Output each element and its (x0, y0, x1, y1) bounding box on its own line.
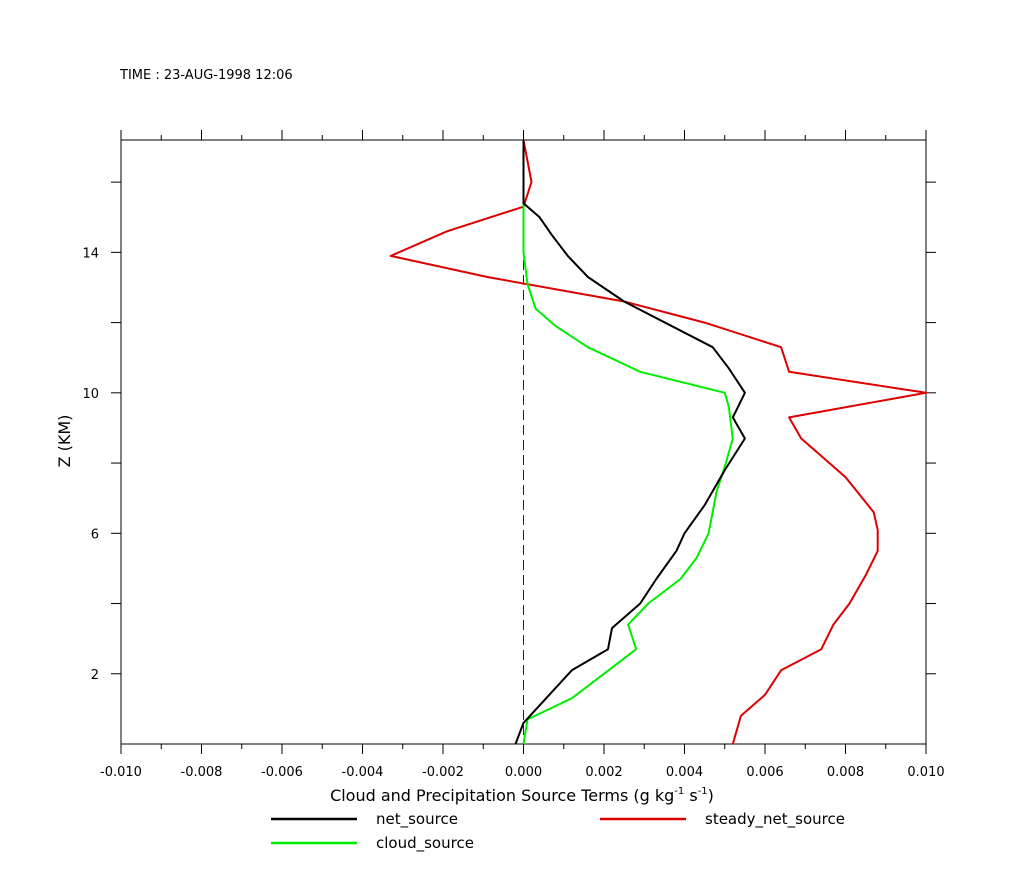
x-axis-ticks: -0.010 -0.008 -0.006 -0.004 -0.002 0.000 0.002… (100, 130, 945, 780)
legend-label-steady-net-source: steady_net_source (705, 810, 845, 829)
legend-label-net-source: net_source (376, 810, 458, 829)
x-tick-label: 0.008 (827, 765, 864, 780)
x-axis-title-main: Cloud and Precipitation Source Terms (g … (330, 786, 674, 805)
y-tick-label: 6 (91, 527, 99, 542)
x-tick-label: 0.004 (666, 765, 703, 780)
series-line-steady-net-source (389, 139, 927, 745)
x-axis-title: Cloud and Precipitation Source Terms (g … (330, 786, 714, 805)
y-tick-label: 2 (91, 668, 99, 683)
series-lines (389, 139, 927, 745)
x-tick-label: -0.002 (422, 765, 464, 780)
x-tick-label: 0.006 (746, 765, 783, 780)
x-axis-title-sup1: -1 (674, 786, 684, 797)
series-line-net-source (514, 140, 746, 745)
x-tick-label: -0.004 (342, 765, 384, 780)
x-axis-title-sup2: -1 (698, 786, 708, 797)
series-line-cloud-source (522, 140, 734, 745)
time-label: TIME : 23-AUG-1998 12:06 (119, 68, 293, 83)
x-tick-label: -0.006 (261, 765, 303, 780)
y-tick-label: 10 (82, 387, 99, 402)
x-axis-title-end: ) (708, 786, 714, 805)
legend: net_source steady_net_source cloud_source (271, 810, 845, 853)
x-axis-title-mid: s (684, 786, 697, 805)
y-axis-title: Z (KM) (55, 415, 74, 468)
y-axis-ticks: 2 6 10 14 (82, 181, 936, 683)
x-tick-label: -0.010 (100, 765, 142, 780)
x-tick-label: 0.002 (585, 765, 622, 780)
y-tick-label: 14 (82, 246, 99, 261)
x-tick-label: 0.010 (907, 765, 944, 780)
legend-label-cloud-source: cloud_source (376, 834, 474, 853)
x-tick-label: 0.000 (505, 765, 542, 780)
x-tick-label: -0.008 (181, 765, 223, 780)
